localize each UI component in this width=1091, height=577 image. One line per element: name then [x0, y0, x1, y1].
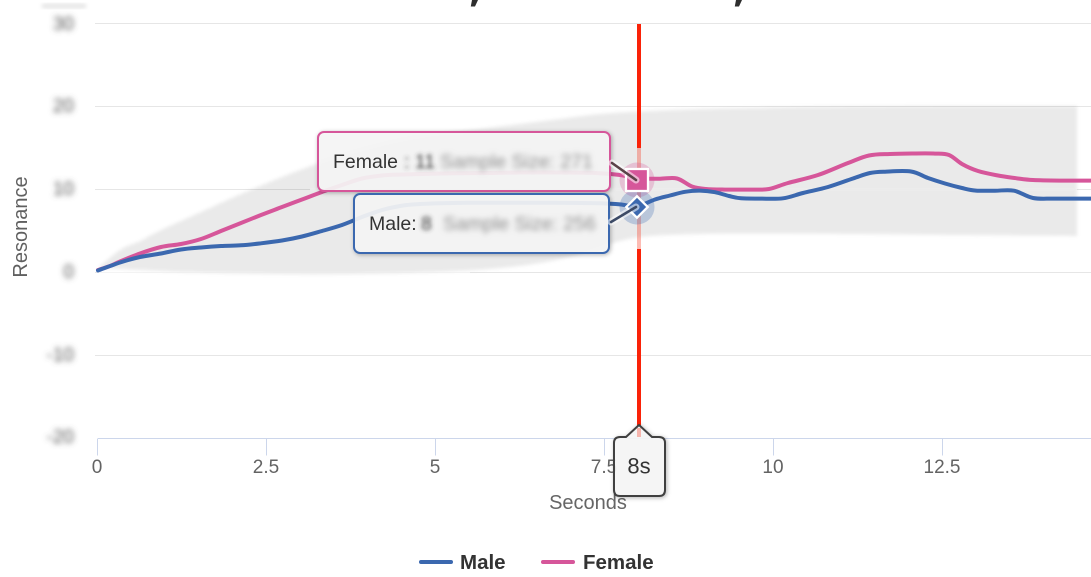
- svg-text:Seconds: Seconds: [549, 492, 627, 514]
- svg-text:Sample Size: 271: Sample Size: 271: [440, 151, 593, 173]
- svg-text:2.5: 2.5: [253, 457, 279, 478]
- svg-text:7.5: 7.5: [591, 457, 617, 478]
- svg-text:Female: Female: [583, 551, 654, 574]
- svg-text:0: 0: [63, 262, 74, 283]
- svg-text:12.5: 12.5: [924, 457, 961, 478]
- svg-text:8s: 8s: [627, 454, 650, 479]
- svg-text:Male: Male: [460, 551, 506, 574]
- svg-text:30: 30: [53, 14, 74, 35]
- svg-text:0: 0: [92, 457, 103, 478]
- svg-text:10: 10: [53, 179, 74, 200]
- svg-text:-10: -10: [47, 345, 74, 366]
- svg-text:-20: -20: [47, 427, 74, 448]
- svg-text:20: 20: [53, 96, 74, 117]
- svg-text:Sample Size: 256: Sample Size: 256: [443, 213, 596, 235]
- svg-text:8: 8: [421, 213, 432, 235]
- svg-text:Female: Female: [333, 151, 398, 173]
- svg-text:Male:: Male:: [369, 213, 417, 235]
- svg-text:Resonance: Resonance: [10, 176, 32, 277]
- svg-text:10: 10: [762, 457, 783, 478]
- svg-text:: 11: : 11: [404, 151, 435, 173]
- svg-text:5: 5: [430, 457, 441, 478]
